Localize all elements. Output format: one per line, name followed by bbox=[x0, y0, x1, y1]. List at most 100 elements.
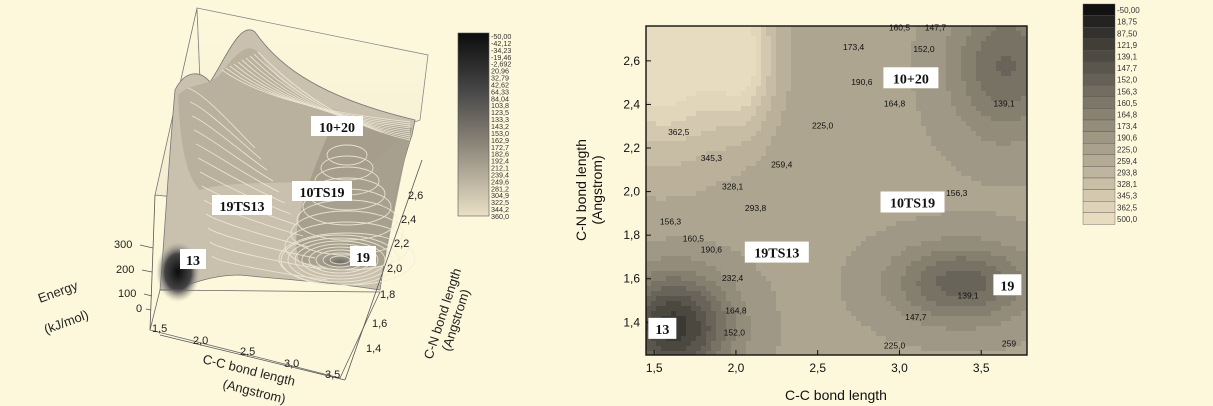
y-tick-label: 1,4 bbox=[366, 343, 381, 355]
colorbar-tick-label: 139,1 bbox=[1117, 53, 1138, 62]
colorbar-tick-label: 162,9 bbox=[491, 136, 509, 145]
surface-shade-right bbox=[296, 124, 412, 268]
colorbar-tick-label: 160,5 bbox=[1117, 99, 1138, 108]
critical-point-label: 13 bbox=[648, 317, 677, 339]
colorbar-tick-label: 293,8 bbox=[1117, 169, 1138, 178]
y-tick-label: 2,6 bbox=[623, 54, 640, 68]
x-tick-label: 1,5 bbox=[646, 361, 663, 375]
x-axis-label: C-C bond length bbox=[785, 387, 887, 403]
y-tick-label: 2,2 bbox=[623, 141, 640, 155]
colorbar-tick-label: 190,6 bbox=[1117, 134, 1138, 143]
x-tick-label: 3,0 bbox=[891, 361, 908, 375]
contour-value-label: 345,3 bbox=[701, 153, 723, 163]
contour-value-label: 232,4 bbox=[722, 273, 744, 283]
colorbar-swatch bbox=[1082, 50, 1116, 63]
colorbar-tick-label: -50,00 bbox=[1117, 6, 1140, 15]
colorbar-tick-label: 32,79 bbox=[491, 74, 509, 83]
contour-value-label: 152,0 bbox=[913, 44, 935, 54]
contour-value-label: 190,6 bbox=[851, 77, 873, 87]
colorbar-labels: -50,00-42,12-34,23-19,46-2,69220,9632,79… bbox=[491, 32, 511, 221]
colorbar-swatch bbox=[1082, 38, 1116, 51]
annotation-text: 10TS19 bbox=[299, 186, 344, 201]
z-axis-line bbox=[149, 194, 156, 331]
x-tick-label: 3,5 bbox=[325, 369, 340, 381]
annotation-text: 10+20 bbox=[319, 121, 355, 136]
contour-value-label: 139,1 bbox=[957, 290, 979, 300]
critical-point-text: 13 bbox=[655, 323, 669, 338]
colorbar-tick-label: 225,0 bbox=[1117, 145, 1138, 154]
y-tick-label: 1,4 bbox=[623, 315, 640, 329]
colorbar-tick-label: 42,62 bbox=[491, 80, 509, 89]
plot-frame bbox=[645, 25, 1028, 356]
z-tick-label: 100 bbox=[118, 288, 136, 300]
colorbar-swatch bbox=[1082, 108, 1116, 121]
critical-point-text: 10+20 bbox=[893, 72, 929, 87]
z-axis-unit: (kJ/mol) bbox=[42, 307, 91, 337]
colorbar-swatch bbox=[1082, 96, 1116, 109]
colorbar-gradient bbox=[457, 32, 490, 217]
colorbar-tick-label: 153,0 bbox=[491, 129, 509, 138]
colorbar-tick-label: 123,5 bbox=[491, 108, 509, 117]
x-axis-ticks: 1,5 2,0 2,5 3,0 3,5 bbox=[646, 350, 990, 375]
contour-value-label: 139,1 bbox=[993, 99, 1015, 109]
critical-point-text: 10TS19 bbox=[890, 196, 935, 211]
surface-annotation-13: 13 bbox=[180, 249, 206, 269]
colorbar-tick-label: 304,9 bbox=[491, 191, 509, 200]
colorbar-tick-label: 500,0 bbox=[1117, 215, 1138, 224]
x-tick-label: 1,5 bbox=[152, 323, 167, 335]
y-axis-line bbox=[344, 159, 423, 381]
contour-value-label: 156,3 bbox=[660, 216, 682, 226]
colorbar-tick-label: 64,33 bbox=[491, 87, 509, 96]
colorbar-tick-label: 121,9 bbox=[1117, 41, 1138, 50]
colorbar-tick-label: 173,4 bbox=[1117, 122, 1138, 131]
floor-base bbox=[149, 289, 381, 379]
critical-point-labels: 13 19TS13 10TS19 10+20 19 bbox=[648, 67, 1022, 339]
colorbar-swatch bbox=[1082, 73, 1116, 86]
colorbar-tick-label: 172,7 bbox=[491, 143, 509, 152]
colorbar-swatch bbox=[1082, 27, 1116, 40]
z-tick-label: 300 bbox=[114, 239, 132, 251]
colorbar-tick-label: 192,4 bbox=[491, 157, 509, 166]
critical-point-label: 19TS13 bbox=[744, 241, 809, 263]
contour-value-label: 190,6 bbox=[701, 245, 723, 255]
contour-value-labels: 362,5 345,3 328,1 259,4 225,0 293,8 190,6 173,4… bbox=[660, 22, 1016, 350]
colorbar-swatch bbox=[1082, 3, 1116, 16]
contour-value-label: 156,3 bbox=[946, 188, 968, 198]
z-tick-marks bbox=[139, 244, 154, 311]
contour-value-label: 362,5 bbox=[668, 127, 690, 137]
contour-value-label: 328,1 bbox=[722, 181, 744, 191]
colorbar-tick-label: 328,1 bbox=[1117, 180, 1138, 189]
colorbar-tick-label: 156,3 bbox=[1117, 87, 1138, 96]
colorbar-surface: -50,00-42,12-34,23-19,46-2,69220,9632,79… bbox=[457, 32, 511, 221]
y-axis-label: C-N bond length bbox=[573, 139, 589, 241]
colorbar-swatch bbox=[1082, 61, 1116, 74]
colorbar-tick-label: 239,4 bbox=[491, 170, 509, 179]
x-tick-label: 2,0 bbox=[728, 361, 745, 375]
surface-annotation-10ts19: 10TS19 bbox=[292, 181, 352, 201]
colorbar-swatch bbox=[1082, 212, 1116, 225]
surface-annotation-19: 19 bbox=[350, 246, 376, 266]
colorbar-tick-label: 322,5 bbox=[491, 198, 509, 207]
colorbar-swatch bbox=[1082, 166, 1116, 179]
colorbar-swatch bbox=[1082, 154, 1116, 167]
y-axis-unit: (Angstrom) bbox=[589, 155, 605, 224]
surface-annotation-19ts13: 19TS13 bbox=[212, 195, 272, 215]
colorbar-tick-label: -2,692 bbox=[491, 60, 511, 69]
contour-value-label: 293,8 bbox=[745, 203, 767, 213]
colorbar-tick-label: 259,4 bbox=[1117, 157, 1138, 166]
y-tick-label: 2,0 bbox=[623, 185, 640, 199]
colorbar-tick-label: 20,96 bbox=[491, 67, 509, 76]
colorbar-swatch bbox=[1082, 15, 1116, 28]
colorbar-tick-label: 182,6 bbox=[491, 150, 509, 159]
colorbar-tick-label: 143,2 bbox=[491, 122, 509, 131]
critical-point-label: 19 bbox=[993, 274, 1022, 296]
colorbar-tick-label: 345,3 bbox=[1117, 192, 1138, 201]
colorbar-tick-label: 147,7 bbox=[1117, 64, 1138, 73]
colorbar-swatch bbox=[1082, 131, 1116, 144]
colorbar-swatch bbox=[1082, 142, 1116, 155]
contour-value-label: 259 bbox=[1002, 338, 1016, 348]
colorbar-swatch bbox=[1082, 177, 1116, 190]
y-tick-label: 1,6 bbox=[623, 272, 640, 286]
contour-value-label: 160,5 bbox=[889, 22, 911, 32]
